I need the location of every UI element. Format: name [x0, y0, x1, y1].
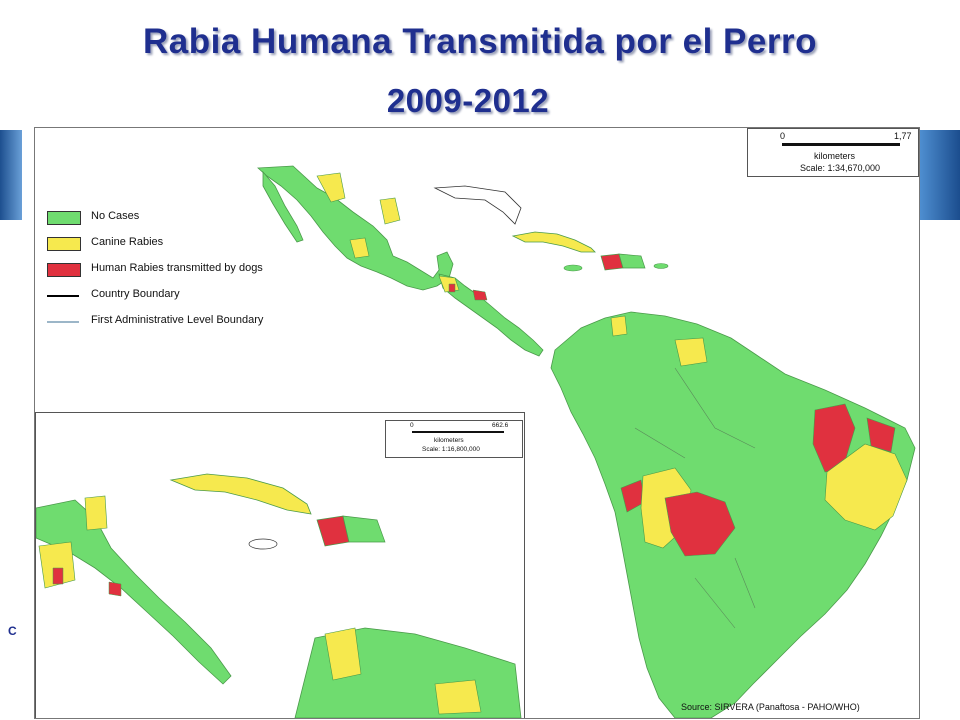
- region-puerto-rico: [653, 263, 669, 269]
- region-mexico-canine: [316, 172, 346, 203]
- inset-honduras-canine: [84, 495, 108, 531]
- map-frame: No Cases Canine Rabies Human Rabies tran…: [34, 127, 920, 719]
- legend-label: Canine Rabies: [91, 236, 164, 248]
- side-mark: C: [8, 624, 17, 638]
- region-mexico: [257, 165, 454, 291]
- inset-frame: [35, 412, 525, 718]
- inset-cuba: [169, 473, 312, 515]
- region-bolivia-human: [664, 491, 736, 557]
- scale-zero-label: 0: [410, 422, 414, 429]
- scale-unit-label: kilometers: [434, 437, 464, 444]
- inset-honduras-human: [108, 581, 122, 597]
- scale-zero-label: 0: [780, 131, 786, 141]
- region-mexico-canine-3: [349, 237, 370, 259]
- region-mexico-canine-2: [379, 197, 401, 225]
- legend-swatch-human-rabies: [47, 263, 81, 277]
- slide-title: Rabia Humana Transmitida por el Perro: [143, 22, 817, 61]
- scale-ratio-label: Scale: 1:34,670,000: [800, 163, 881, 173]
- decorative-band-left: [0, 130, 22, 220]
- legend-label: Human Rabies transmitted by dogs: [91, 262, 263, 274]
- scale-max-label: 1,77: [894, 131, 912, 141]
- inset-venezuela-canine-2: [434, 679, 482, 715]
- legend-line-admin-boundary: [47, 321, 79, 323]
- slide-subtitle-years: 2009-2012: [386, 82, 550, 119]
- inset-dominican-republic: [342, 515, 386, 543]
- region-cuba: [511, 231, 596, 253]
- region-honduras-human: [472, 289, 488, 301]
- scale-ratio-label: Scale: 1:16,800,000: [422, 446, 480, 453]
- map-source-note: Source: SIRVERA (Panaftosa - PAHO/WHO): [681, 702, 860, 712]
- decorative-band-right: [920, 130, 960, 220]
- legend-swatch-canine-rabies: [47, 237, 81, 251]
- legend-label: First Administrative Level Boundary: [91, 314, 264, 326]
- scale-unit-label: kilometers: [814, 151, 856, 161]
- scale-bar-graphic: [782, 143, 900, 146]
- region-venezuela-canine: [674, 337, 708, 367]
- legend-line-country-boundary: [47, 295, 79, 297]
- inset-central-america: [35, 499, 232, 685]
- region-brazil-ne-human-2: [866, 417, 896, 453]
- rabies-map: [35, 165, 916, 718]
- legend-swatch-no-cases: [47, 211, 81, 225]
- scale-bar-graphic: [412, 431, 504, 433]
- inset-guatemala-human: [52, 567, 64, 585]
- scale-max-label: 662.6: [492, 422, 509, 429]
- region-baja-california: [262, 170, 304, 243]
- inset-jamaica: [248, 538, 278, 550]
- inset-map: [35, 413, 522, 718]
- region-florida-outline: [433, 185, 522, 225]
- scale-bar-main: 0 1,77 kilometers Scale: 1:34,670,000: [747, 128, 919, 177]
- legend-label: No Cases: [91, 210, 140, 222]
- scale-bar-inset: 0 662.6 kilometers Scale: 1:16,800,000: [385, 420, 523, 458]
- region-colombia-canine: [610, 315, 628, 337]
- region-guatemala-human: [448, 283, 456, 293]
- inset-guatemala-canine: [38, 541, 76, 589]
- legend-label: Country Boundary: [91, 288, 180, 300]
- inset-venezuela-canine: [324, 627, 362, 681]
- country-boundary-lines: [634, 367, 756, 629]
- region-jamaica: [563, 264, 583, 272]
- region-brazil-ne-canine: [824, 443, 908, 531]
- region-dominican-republic: [618, 253, 646, 269]
